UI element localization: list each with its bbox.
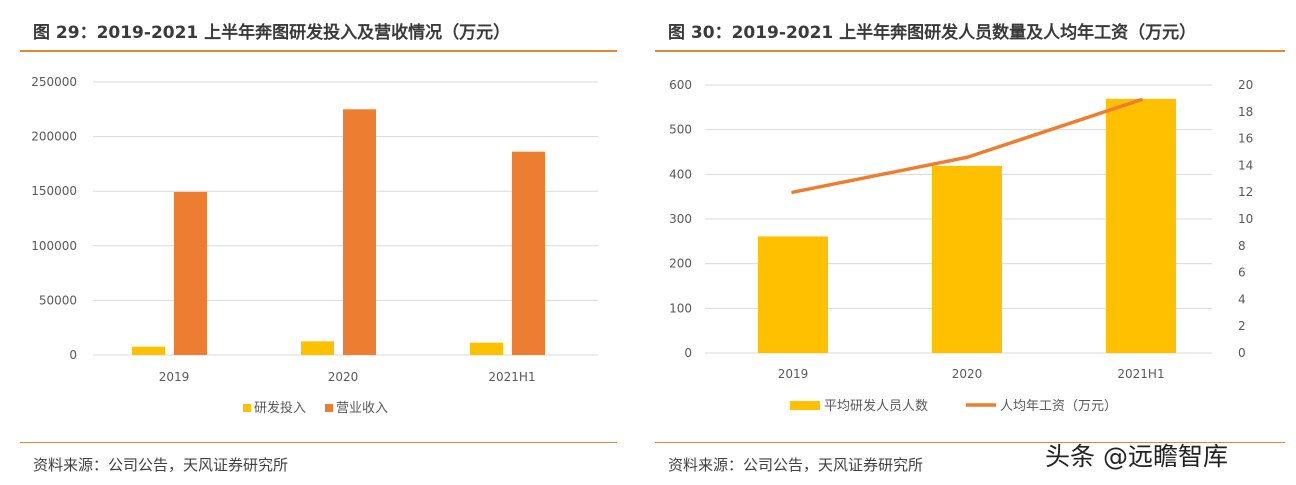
bar-rd-staff [1106, 98, 1176, 353]
y-tick-label: 300 [669, 212, 692, 226]
y-tick-label: 150000 [31, 184, 77, 198]
legend-label: 研发投入 [254, 400, 306, 416]
legend-swatch [243, 404, 251, 412]
bar-revenue [512, 151, 545, 355]
bar-rd-staff [932, 165, 1002, 353]
bar-rd [132, 346, 165, 355]
y-tick-label: 100 [669, 301, 692, 315]
y2-tick-label: 10 [1238, 212, 1253, 226]
right-title-rule [655, 50, 1285, 52]
x-tick-label: 2021H1 [488, 370, 535, 384]
legend-label: 人均年工资（万元） [1000, 399, 1117, 414]
legend-label: 营业收入 [336, 401, 388, 416]
right-bottom-rule [655, 442, 1285, 443]
bar-rd [470, 342, 503, 355]
left-title-rule [20, 50, 617, 52]
y2-tick-label: 20 [1238, 78, 1253, 92]
watermark: 头条 @远瞻智库 [1045, 442, 1228, 471]
bar-rd-staff [758, 236, 828, 353]
y2-tick-label: 18 [1238, 105, 1253, 119]
x-tick-label: 2020 [952, 367, 983, 381]
x-tick-label: 2019 [159, 370, 190, 384]
bar-rd [301, 341, 334, 355]
y2-tick-label: 14 [1238, 158, 1253, 172]
line-avg-salary [791, 97, 1143, 194]
x-tick-label: 2020 [328, 370, 359, 384]
left-bottom-rule [20, 442, 617, 443]
left-source: 资料来源：公司公告，天风证券研究所 [33, 456, 289, 474]
y-tick-label: 100000 [31, 239, 77, 253]
bar-revenue [343, 109, 376, 355]
y-tick-label: 0 [69, 348, 77, 362]
right-source: 资料来源：公司公告，天风证券研究所 [668, 456, 924, 474]
y-tick-label: 200 [669, 257, 692, 271]
x-tick-label: 2019 [778, 367, 809, 381]
y-tick-label: 500 [669, 123, 692, 137]
legend-swatch [325, 404, 333, 412]
y2-tick-label: 2 [1238, 319, 1246, 333]
y-tick-label: 250000 [31, 75, 77, 89]
y2-tick-label: 0 [1238, 346, 1246, 360]
x-tick-label: 2021H1 [1117, 367, 1164, 381]
y2-tick-label: 16 [1238, 132, 1253, 146]
y-tick-label: 200000 [31, 130, 77, 144]
y2-tick-label: 12 [1238, 185, 1253, 199]
legend-swatch [790, 401, 820, 410]
y-tick-label: 50000 [39, 293, 77, 307]
y-tick-label: 600 [669, 78, 692, 92]
y2-tick-label: 6 [1238, 266, 1246, 280]
bar-revenue [174, 191, 207, 355]
right-chart-title: 图 30：2019-2021 上半年奔图研发人员数量及人均年工资（万元） [668, 23, 1197, 43]
y2-tick-label: 8 [1238, 239, 1246, 253]
left-chart-title: 图 29：2019-2021 上半年奔图研发投入及营收情况（万元） [33, 23, 511, 43]
y-tick-label: 400 [669, 167, 692, 181]
y-tick-label: 0 [684, 346, 692, 360]
legend-label: 平均研发人员人数 [824, 398, 928, 414]
y2-tick-label: 4 [1238, 292, 1246, 306]
